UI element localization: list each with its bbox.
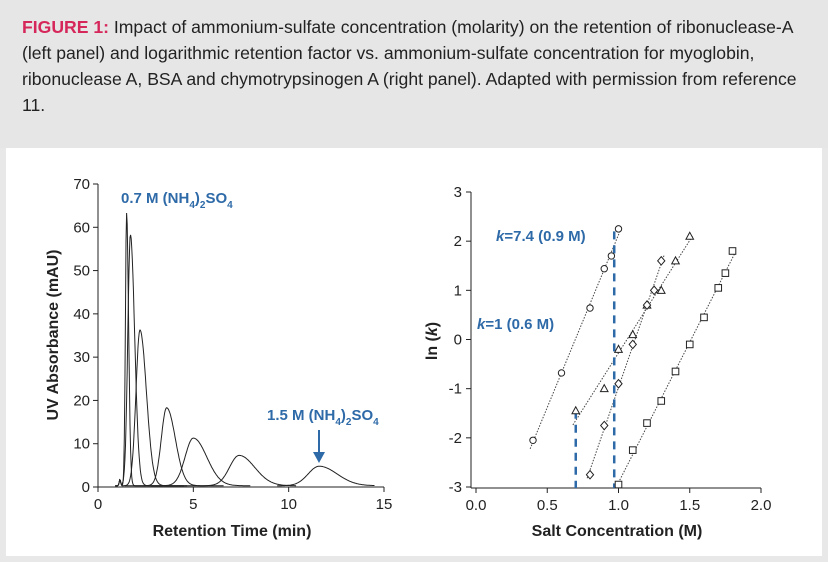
left-ticks: 0 10 20 30 40 50 60 70 0 5 10 15 — [73, 176, 392, 513]
fit-line-circles — [529, 227, 622, 450]
point-diamond — [599, 420, 609, 431]
caption-text: FIGURE 1: Impact of ammonium-sulfate con… — [22, 14, 812, 118]
point-square — [728, 247, 737, 255]
point-square — [671, 367, 680, 376]
left-y-tick-label: 30 — [73, 349, 90, 366]
left-trace-1.2m — [151, 437, 251, 487]
point-triangle — [613, 344, 624, 353]
point-diamond — [585, 469, 595, 480]
right-points — [529, 225, 737, 489]
left-trace-0.9m — [115, 329, 197, 487]
figure-caption: FIGURE 1: Impact of ammonium-sulfate con… — [0, 0, 828, 148]
left-traces — [115, 212, 375, 487]
point-triangle — [571, 405, 581, 415]
point-circle — [557, 369, 566, 377]
point-diamond — [628, 339, 638, 350]
point-diamond — [649, 285, 659, 296]
right-chart: -3 -2 -1 0 1 2 3 0.0 0.5 1.0 1.5 2.0 Salt Concentra… — [424, 184, 771, 540]
point-diamond — [656, 255, 666, 266]
annotation-arrow-head — [313, 452, 325, 463]
right-y-tick-label: 1 — [454, 282, 462, 299]
left-y-label: UV Absorbance (mAU) — [45, 250, 62, 421]
left-y-tick-label: 40 — [73, 306, 90, 323]
annotation-high-salt: 1.5 M (NH4)2SO4 — [267, 407, 379, 428]
point-circle — [607, 252, 616, 260]
left-trace-1.5m — [277, 465, 375, 487]
point-triangle — [599, 383, 609, 393]
point-circle — [529, 436, 537, 444]
point-circle — [614, 225, 623, 233]
left-y-tick-label: 20 — [73, 392, 90, 409]
right-x-tick-label: 1.5 — [679, 497, 700, 514]
point-square — [700, 313, 708, 322]
point-square — [643, 419, 651, 427]
right-x-tick-label: 0.0 — [466, 497, 487, 514]
left-chart: 0 10 20 30 40 50 60 70 0 5 10 15 Retention Time (mi… — [45, 176, 392, 540]
right-y-tick-label: -3 — [449, 479, 462, 496]
caption-body: Impact of ammonium-sulfate concentration… — [22, 17, 797, 115]
point-square — [614, 480, 623, 489]
left-y-tick-label: 70 — [73, 176, 90, 193]
left-trace-1.3m — [197, 454, 297, 487]
annotation-low-salt: 0.7 M (NH4)2SO4 — [121, 190, 233, 211]
point-triangle — [670, 255, 681, 265]
point-diamond — [642, 300, 652, 311]
left-x-tick-label: 10 — [280, 496, 297, 513]
point-square — [628, 446, 637, 454]
right-y-label: ln (k) — [424, 322, 441, 360]
point-square — [657, 397, 666, 405]
annotation-k-low: k=1 (0.6 M) — [477, 316, 554, 333]
right-reference-lines — [574, 231, 616, 488]
right-y-tick-label: -2 — [449, 430, 462, 447]
right-y-tick-label: 2 — [454, 233, 462, 250]
fit-line-diamonds — [586, 255, 665, 479]
right-x-tick-label: 0.5 — [537, 497, 558, 514]
left-x-tick-label: 0 — [94, 496, 102, 513]
left-y-tick-label: 10 — [73, 436, 90, 453]
left-y-tick-label: 0 — [82, 479, 90, 496]
left-trace-1.1m — [124, 407, 224, 487]
left-x-label: Retention Time (min) — [153, 523, 312, 540]
right-x-tick-label: 2.0 — [751, 497, 772, 514]
caption-label: FIGURE 1: — [22, 17, 109, 37]
point-triangle — [628, 329, 638, 339]
point-circle — [600, 265, 608, 273]
point-triangle — [656, 285, 666, 294]
point-square — [685, 340, 694, 349]
right-y-tick-label: 3 — [454, 184, 462, 201]
point-square — [714, 284, 723, 292]
right-y-tick-label: 0 — [454, 332, 462, 349]
right-ticks: -3 -2 -1 0 1 2 3 0.0 0.5 1.0 1.5 2.0 — [449, 184, 772, 514]
left-y-tick-label: 60 — [73, 219, 90, 236]
figure-panel: 0 10 20 30 40 50 60 70 0 5 10 15 Retention Time (mi… — [6, 148, 822, 556]
annotation-k-high: k=7.4 (0.9 M) — [496, 228, 586, 245]
left-x-tick-label: 5 — [189, 496, 197, 513]
point-square — [721, 269, 730, 277]
right-y-tick-label: -1 — [449, 381, 462, 398]
left-y-tick-label: 50 — [73, 263, 90, 280]
point-circle — [586, 304, 594, 312]
right-x-label: Salt Concentration (M) — [532, 523, 703, 540]
point-triangle — [685, 231, 695, 240]
left-x-tick-label: 15 — [376, 496, 393, 513]
right-x-tick-label: 1.0 — [608, 497, 629, 514]
point-diamond — [614, 378, 623, 389]
